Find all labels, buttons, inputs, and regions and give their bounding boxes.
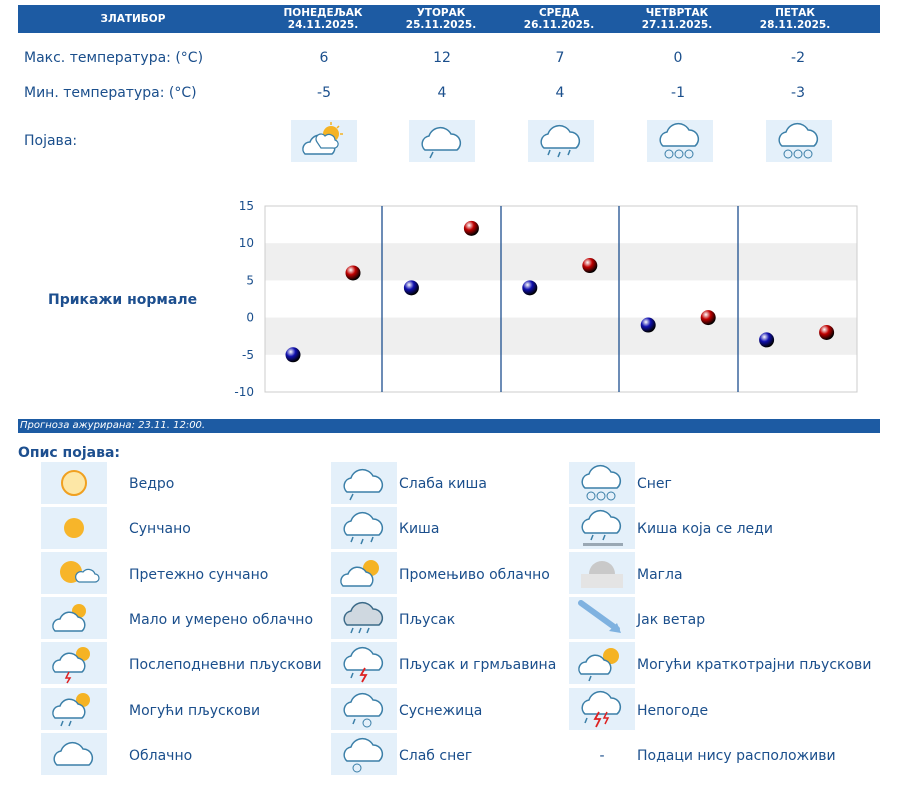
legend-label: Снег [637,476,672,492]
y-tick-label: 0 [246,311,254,325]
strong-wind-icon [569,597,635,639]
day-header-2: УТОРАК 25.11.2025. [405,7,477,31]
max-temp-dot [819,324,835,340]
max-temp-value: 7 [555,50,565,66]
sleet-icon [331,688,397,730]
clear-sun-icon [41,462,107,504]
y-tick-label: -10 [234,385,254,399]
sunny-icon [41,507,107,549]
max-temp-value: 12 [433,50,451,66]
temperature-chart: 15 10 5 0 -5 -10 [234,199,858,399]
legend-label: Ведро [129,476,175,492]
phenomenon-label: Појава: [24,133,78,149]
brief-showers-icon [569,642,635,684]
max-temp-dot [582,258,598,274]
location-name: ЗЛАТИБОР [100,13,166,25]
rain-icon [528,120,594,162]
legend-label: Могући краткотрајни пљускови [637,657,872,673]
max-temp-dot [463,220,479,236]
forecast-updated-bar: Прогноза ажурирана: 23.11. 12:00. [18,419,880,433]
legend-label: Пљусак [399,612,456,628]
y-tick-label: 10 [239,236,254,250]
legend-label: Пљусак и грмљавина [399,657,557,673]
max-temp-dot [700,310,716,326]
day-header-5: ПЕТАК 28.11.2025. [759,7,831,31]
max-temp-value: -2 [791,50,805,66]
legend-label: Сунчано [129,521,191,537]
max-temp-value: 0 [673,50,683,66]
freezing-rain-icon [569,507,635,549]
min-temp-value: 4 [437,85,447,101]
day-header-3: СРЕДА 26.11.2025. [523,7,595,31]
partly-cloudy-icon [41,597,107,639]
legend-label: Промењиво облачно [399,567,550,583]
legend-label: Подаци нису расположиви [637,748,836,764]
max-temp-dot [345,265,361,281]
min-temp-value: 4 [555,85,565,101]
min-temp-dot [403,280,419,296]
possible-showers-icon [41,688,107,730]
showers-icon [331,597,397,639]
show-normals-link[interactable]: Прикажи нормале [48,292,198,308]
min-temp-dot [285,347,301,363]
legend-label: Киша [399,521,440,537]
y-tick-label: -5 [242,348,254,362]
plot-area [264,205,858,393]
min-temp-value: -5 [317,85,331,101]
partly-cloudy-sun-icon [291,120,357,162]
min-temp-dot [522,280,538,296]
snow-icon [766,120,832,162]
snow-icon [647,120,713,162]
y-tick-label: 5 [246,273,254,287]
legend-label: Магла [637,567,683,583]
afternoon-showers-icon [41,642,107,684]
forecast-updated-text: Прогноза ажурирана: 23.11. 12:00. [20,420,206,431]
fog-icon [569,552,635,594]
legend-label: Јак ветар [637,612,706,628]
day-header-1: ПОНЕДЕЉАК 24.11.2025. [283,7,363,31]
max-temp-value: 6 [319,50,329,66]
light-rain-icon [331,462,397,504]
forecast-header-bar: ЗЛАТИБОР ПОНЕДЕЉАК 24.11.2025. УТОРАК 25.1… [18,5,880,33]
y-tick-label: 15 [239,199,254,213]
legend-label: Могући пљускови [129,703,261,719]
rain-icon [331,507,397,549]
min-temp-value: -3 [791,85,805,101]
cloudy-icon [41,733,107,775]
min-temp-value: -1 [671,85,685,101]
legend-label: Слаб снег [399,748,473,764]
snow-icon [569,462,635,504]
legend-label: Суснежица [399,703,483,719]
legend-label: Облачно [129,748,193,764]
light-rain-icon [409,120,475,162]
min-temp-dot [640,317,656,333]
chart-band [265,317,857,355]
legend-label: Киша која се леди [637,521,773,537]
legend-title: Опис појава: [18,445,120,461]
legend-label: Претежно сунчано [129,567,269,583]
legend-label: Мало и умерено облачно [129,612,314,628]
legend-label: Непогоде [637,703,709,719]
min-temp-label: Мин. температура: (°C) [24,85,197,101]
chart-band [265,243,857,281]
max-temp-label: Макс. температура: (°C) [24,50,204,66]
legend-label: Слаба киша [399,476,487,492]
day-header-4: ЧЕТВРТАК 27.11.2025. [641,7,713,31]
thunderstorm-icon [331,642,397,684]
light-snow-icon [331,733,397,775]
min-temp-dot [759,332,775,348]
storm-icon [569,688,635,730]
variable-cloudy-icon [331,552,397,594]
no-data-dash: - [599,748,605,764]
mostly-sunny-icon [41,552,107,594]
legend-label: Послеподневни пљускови [129,657,322,673]
